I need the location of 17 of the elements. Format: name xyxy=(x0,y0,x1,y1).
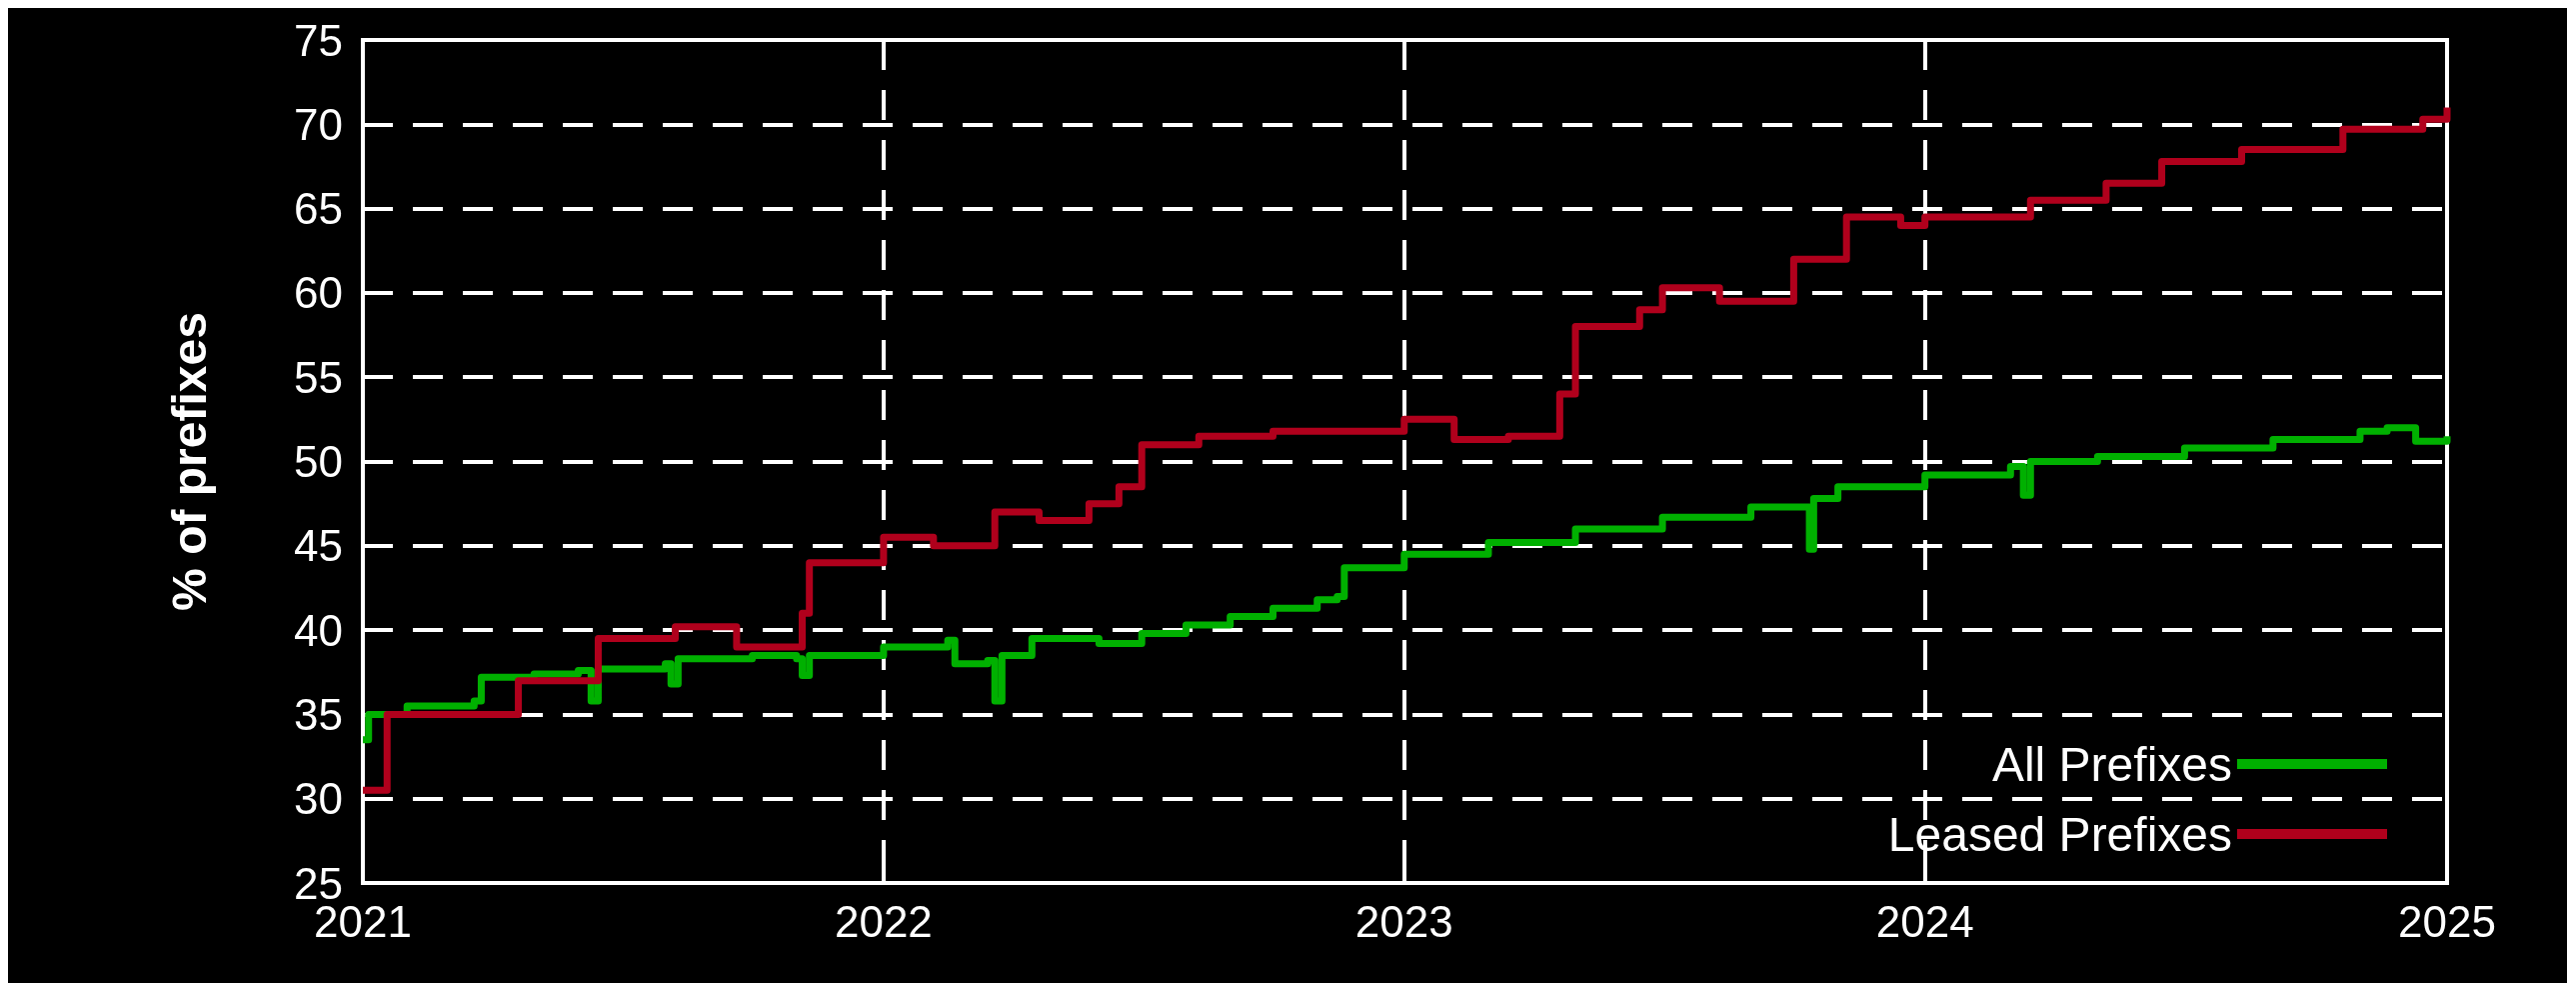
y-tick-label: 55 xyxy=(294,352,343,402)
x-tick-label: 2023 xyxy=(1354,896,1453,946)
y-tick-label: 65 xyxy=(294,184,343,234)
y-tick-label: 60 xyxy=(294,268,343,318)
y-axis-title: % of prefixes xyxy=(162,312,216,611)
x-tick-label: 2024 xyxy=(1875,896,1974,946)
x-tick-label: 2025 xyxy=(2398,896,2496,946)
y-tick-label: 70 xyxy=(294,99,343,149)
x-tick-label: 2022 xyxy=(834,896,933,946)
y-tick-label: 45 xyxy=(294,521,343,571)
y-tick-label: 50 xyxy=(294,437,343,486)
legend-label: All Prefixes xyxy=(1991,737,2232,791)
legend-label: Leased Prefixes xyxy=(1887,807,2232,861)
y-tick-label: 75 xyxy=(294,15,343,65)
y-tick-label: 40 xyxy=(294,605,343,655)
y-tick-label: 30 xyxy=(294,774,343,824)
y-tick-label: 35 xyxy=(294,689,343,739)
